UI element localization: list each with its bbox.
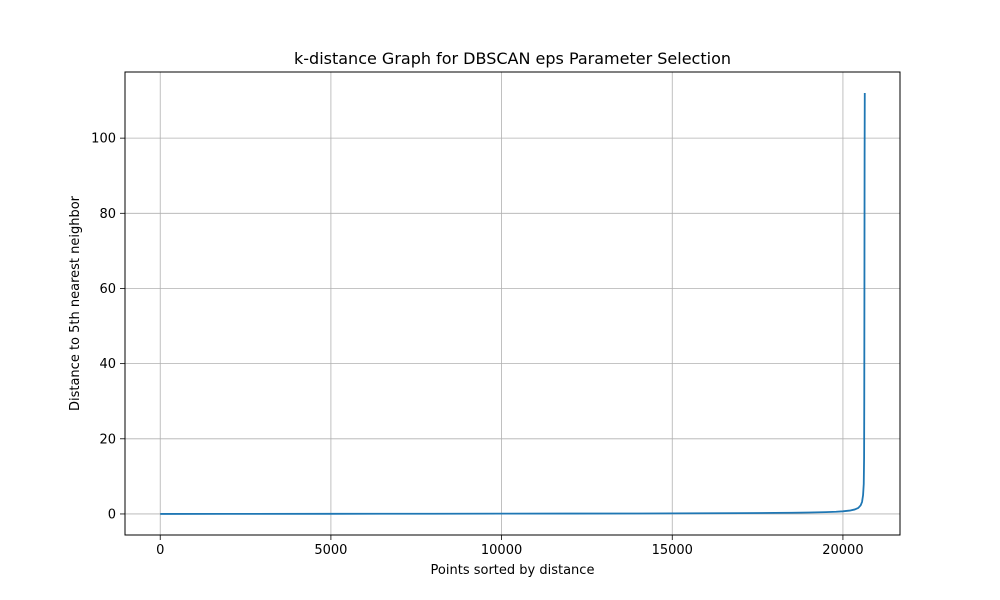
y-tick-label: 60 bbox=[99, 282, 116, 297]
y-tick-label: 0 bbox=[108, 507, 116, 522]
x-tick-label: 20000 bbox=[822, 543, 863, 558]
x-tick-label: 15000 bbox=[652, 543, 693, 558]
x-tick-label: 5000 bbox=[314, 543, 347, 558]
x-tick-label: 0 bbox=[156, 543, 164, 558]
x-axis-title: Points sorted by distance bbox=[431, 563, 595, 578]
y-tick-label: 80 bbox=[99, 207, 116, 222]
y-tick-label: 20 bbox=[99, 432, 116, 447]
y-axis-title: Distance to 5th nearest neighbor bbox=[68, 195, 83, 411]
series-layer bbox=[160, 93, 866, 515]
chart-title: k-distance Graph for DBSCAN eps Paramete… bbox=[294, 49, 731, 68]
ticks: 0 5000 10000 15000 20000 0 20 40 60 80 100 bbox=[91, 132, 863, 558]
grid bbox=[125, 72, 900, 535]
y-tick-label: 40 bbox=[99, 357, 116, 372]
k-distance-line bbox=[160, 93, 866, 515]
x-tick-label: 10000 bbox=[481, 543, 522, 558]
y-tick-label: 100 bbox=[91, 132, 116, 147]
plot-frame bbox=[124, 71, 901, 536]
